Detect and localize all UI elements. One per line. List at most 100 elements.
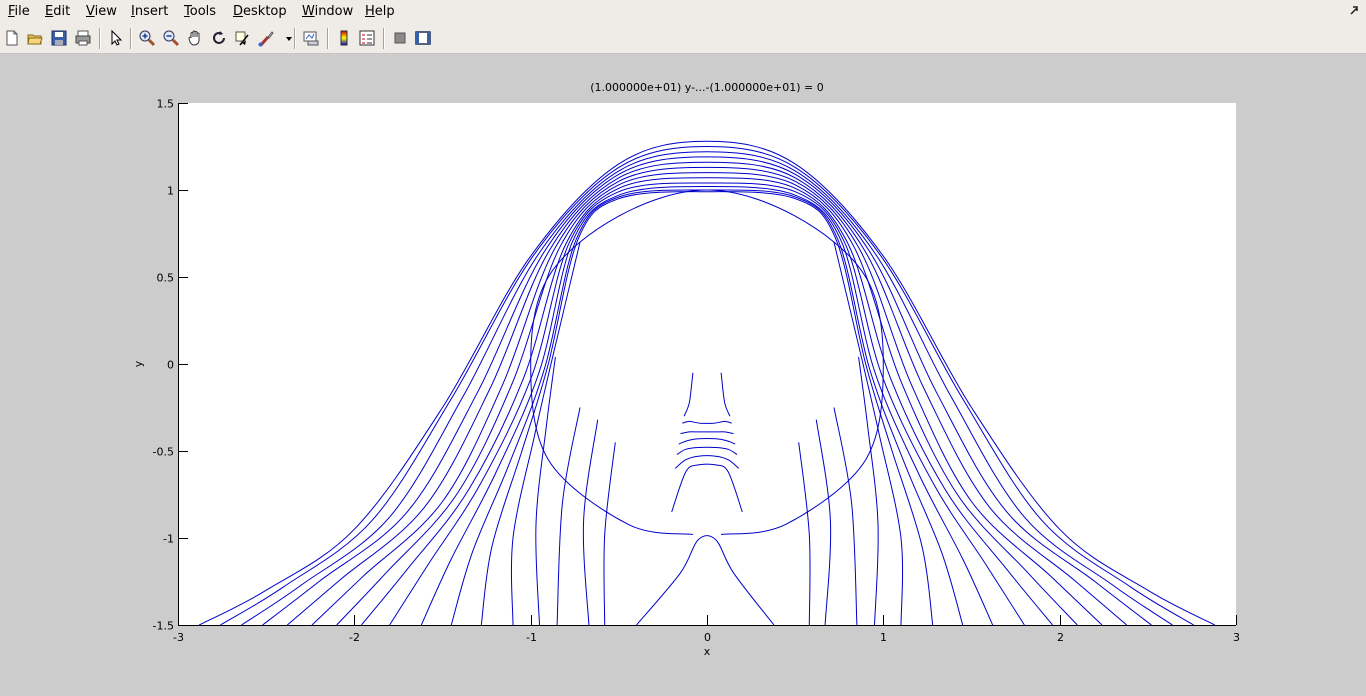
contour-line-7 bbox=[361, 177, 1053, 626]
menu-label-rest: iew bbox=[94, 4, 117, 19]
y-tick-label: -1.5 bbox=[153, 620, 174, 633]
edit-plot-arrow-icon[interactable] bbox=[107, 29, 125, 47]
x-tick-label: -1 bbox=[526, 631, 537, 644]
menu-help[interactable]: Help bbox=[365, 4, 395, 19]
undock-arrow-icon[interactable] bbox=[1348, 3, 1360, 17]
menu-mnemonic: W bbox=[302, 4, 315, 19]
menu-mnemonic: F bbox=[8, 4, 15, 19]
contour-line-9 bbox=[420, 185, 994, 626]
contour-line-15 bbox=[582, 419, 599, 626]
contour-line-29 bbox=[682, 420, 732, 424]
contour-line-12 bbox=[510, 242, 581, 626]
data-cursor-icon[interactable] bbox=[234, 29, 252, 47]
y-tick-label: -1 bbox=[163, 533, 174, 546]
contour-line-2 bbox=[241, 151, 1173, 626]
contour-line-27 bbox=[678, 438, 736, 445]
menu-file[interactable]: File bbox=[8, 4, 30, 19]
figure-area: -3 -2 -1 0 1 2 3 -1.5 -1 -0.5 0 0.5 1 1.5 (1.000000e+… bbox=[0, 54, 1366, 696]
x-tick-label: 1 bbox=[880, 631, 887, 644]
contour-line-5 bbox=[311, 166, 1103, 626]
y-tick-label: 0.5 bbox=[157, 272, 175, 285]
toolbar-separator bbox=[327, 28, 329, 49]
y-tick-label: 0 bbox=[167, 359, 174, 372]
contour-line-4 bbox=[286, 161, 1128, 626]
contour-line-25 bbox=[674, 455, 740, 469]
menu-label-rest: nsert bbox=[134, 4, 169, 19]
menu-mnemonic: D bbox=[233, 4, 244, 19]
y-tick-label: -0.5 bbox=[153, 446, 174, 459]
contour-line-22 bbox=[530, 189, 884, 535]
contour-line-30 bbox=[683, 372, 694, 417]
menu-mnemonic: T bbox=[184, 4, 190, 19]
zoom-in-icon[interactable] bbox=[138, 29, 156, 47]
menu-edit[interactable]: Edit bbox=[45, 4, 70, 19]
x-tick-label: -2 bbox=[349, 631, 360, 644]
axis-ticks: -3 -2 -1 0 1 2 3 -1.5 -1 -0.5 0 0.5 1 1.5 bbox=[153, 98, 1240, 645]
x-tick-label: 2 bbox=[1057, 631, 1064, 644]
contour-line-21 bbox=[798, 442, 811, 626]
contour-line-24 bbox=[671, 463, 743, 513]
axes-background bbox=[178, 103, 1236, 625]
contour-line-20 bbox=[815, 419, 832, 626]
contour-line-13 bbox=[535, 356, 556, 626]
contour-line-14 bbox=[556, 407, 581, 626]
contour-lines bbox=[198, 140, 1216, 626]
contour-line-18 bbox=[858, 356, 879, 626]
contour-line-31 bbox=[720, 372, 731, 417]
save-icon[interactable] bbox=[50, 29, 68, 47]
contour-line-1 bbox=[220, 145, 1194, 626]
menu-view[interactable]: View bbox=[86, 4, 117, 19]
menu-mnemonic: H bbox=[365, 4, 375, 19]
menu-label-rest: ools bbox=[189, 4, 217, 19]
colorbar-icon[interactable] bbox=[335, 29, 353, 47]
x-axis-label: x bbox=[704, 645, 711, 658]
x-tick-label: 0 bbox=[704, 631, 711, 644]
show-plot-tools-icon[interactable] bbox=[414, 29, 432, 47]
link-plot-icon[interactable] bbox=[302, 29, 320, 47]
brush-icon[interactable] bbox=[257, 29, 275, 47]
contour-line-3 bbox=[262, 156, 1152, 626]
hide-plot-tools-icon[interactable] bbox=[391, 29, 409, 47]
y-tick-label: 1 bbox=[167, 185, 174, 198]
menu-mnemonic: E bbox=[45, 4, 54, 19]
y-axis-label: y bbox=[132, 360, 145, 367]
menu-label-rest: elp bbox=[374, 4, 395, 19]
contour-line-19 bbox=[833, 407, 858, 626]
pan-hand-icon[interactable] bbox=[186, 29, 204, 47]
brush-dropdown-icon[interactable] bbox=[280, 29, 292, 47]
menu-label-rest: ile bbox=[14, 4, 30, 19]
contour-line-17 bbox=[833, 242, 904, 626]
menu-tools[interactable]: Tools bbox=[184, 4, 216, 19]
print-icon[interactable] bbox=[74, 29, 92, 47]
contour-line-0 bbox=[198, 140, 1216, 626]
toolbar-separator bbox=[130, 28, 132, 49]
plot-title: (1.000000e+01) y-...-(1.000000e+01) = 0 bbox=[590, 81, 824, 94]
menu-bar: File Edit View Insert Tools Desktop Window Help bbox=[0, 0, 1366, 24]
contour-line-8 bbox=[389, 182, 1025, 626]
x-tick-label: -3 bbox=[173, 631, 184, 644]
toolbar-separator bbox=[383, 28, 385, 49]
toolbar-separator bbox=[99, 28, 101, 49]
menu-window[interactable]: Window bbox=[302, 4, 353, 19]
menu-desktop[interactable]: Desktop bbox=[233, 4, 287, 19]
open-file-icon[interactable] bbox=[26, 29, 44, 47]
menu-label-rest: indow bbox=[314, 4, 354, 19]
zoom-out-icon[interactable] bbox=[162, 29, 180, 47]
menu-mnemonic: I bbox=[131, 4, 135, 19]
x-tick-label: 3 bbox=[1233, 631, 1240, 644]
figure-toolbar bbox=[0, 24, 1366, 54]
contour-line-6 bbox=[336, 172, 1078, 626]
rotate-3d-icon[interactable] bbox=[210, 29, 228, 47]
menu-label-rest: esktop bbox=[243, 4, 287, 19]
contour-line-16 bbox=[603, 442, 616, 626]
menu-label-rest: dit bbox=[53, 4, 71, 19]
menu-insert[interactable]: Insert bbox=[131, 4, 168, 19]
contour-line-26 bbox=[676, 446, 738, 455]
new-figure-icon[interactable] bbox=[3, 29, 21, 47]
contour-line-11 bbox=[480, 191, 934, 626]
contour-line-23 bbox=[636, 535, 775, 626]
menu-mnemonic: V bbox=[86, 4, 95, 19]
legend-icon[interactable] bbox=[358, 29, 376, 47]
toolbar-separator bbox=[294, 28, 296, 49]
contour-plot: -3 -2 -1 0 1 2 3 -1.5 -1 -0.5 0 0.5 1 1.5 (1.000000e+… bbox=[132, 81, 1240, 658]
